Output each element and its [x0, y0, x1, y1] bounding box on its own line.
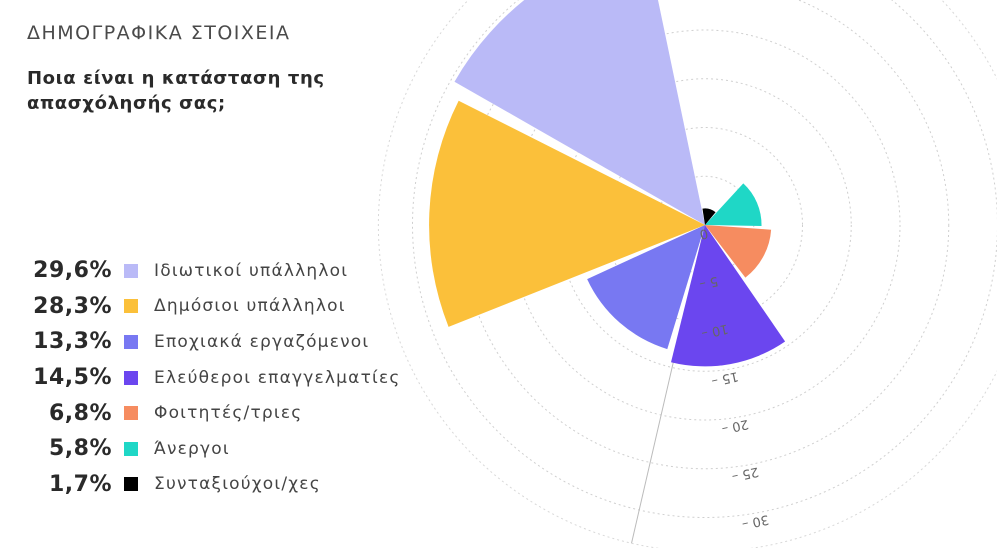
legend-percent: 28,3% — [33, 293, 112, 319]
wedge-2 — [429, 100, 705, 327]
legend-swatch — [124, 263, 138, 278]
legend-swatch — [124, 334, 138, 349]
legend-label: Δημόσιοι υπάλληλοι — [154, 296, 346, 317]
legend-label: Συνταξιούχοι/χες — [154, 474, 321, 495]
legend-label: Άνεργοι — [154, 438, 230, 459]
legend-swatch — [124, 406, 138, 421]
axis-tick-label: 5 – — [698, 273, 720, 292]
wedge-6 — [705, 183, 762, 227]
grid-ring — [377, 0, 997, 548]
legend-item: 13,3% Εποχιακά εργαζόμενοι — [20, 324, 401, 360]
legend-label: Φοιτητές/τριες — [154, 403, 303, 424]
legend-item: 6,8% Φοιτητές/τριες — [20, 395, 401, 431]
legend: 29,6% Ιδιωτικοί υπάλληλοι 28,3% Δημόσιοι… — [20, 253, 401, 502]
axis-tick-label: 15 – — [710, 368, 740, 388]
axis-tick-label: 20 – — [720, 416, 750, 436]
legend-item: 14,5% Ελεύθεροι επαγγελματίες — [20, 360, 401, 396]
axis-tick-labels: 0 5 – 10 – 15 – 20 – 25 – 30 – — [698, 225, 770, 531]
legend-percent: 14,5% — [33, 365, 112, 391]
legend-item: 5,8% Άνεργοι — [20, 431, 401, 467]
legend-label: Εποχιακά εργαζόμενοι — [154, 331, 370, 352]
axis-tick-label: 25 – — [730, 464, 760, 484]
question-title: Ποια είναι η κατάσταση της απασχόλησής σ… — [27, 68, 325, 114]
grid-ring — [509, 29, 901, 421]
wedge-7 — [702, 208, 716, 225]
legend-swatch — [124, 441, 138, 456]
legend-percent: 29,6% — [33, 258, 112, 284]
legend-label: Ιδιωτικοί υπάλληλοι — [154, 260, 349, 281]
legend-swatch — [124, 370, 138, 385]
legend-percent: 5,8% — [48, 436, 112, 462]
axis-tick-label: 10 – — [700, 320, 730, 340]
wedge-3 — [587, 225, 705, 350]
legend-swatch — [124, 477, 138, 492]
legend-item: 29,6% Ιδιωτικοί υπάλληλοι — [20, 253, 401, 289]
wedge-1 — [454, 0, 705, 225]
legend-item: 1,7% Συνταξιούχοι/χες — [20, 467, 401, 503]
wedges — [429, 0, 786, 367]
grid-ring — [558, 78, 852, 372]
legend-swatch — [124, 299, 138, 314]
section-kicker: ΔΗΜΟΓΡΑΦΙΚΑ ΣΤΟΙΧΕΙΑ — [27, 22, 291, 44]
wedge-4 — [671, 225, 786, 367]
wedge-5 — [705, 225, 772, 278]
legend-percent: 1,7% — [48, 471, 112, 497]
legend-item: 28,3% Δημόσιοι υπάλληλοι — [20, 289, 401, 325]
axis-tick-label: 30 – — [740, 511, 770, 531]
legend-percent: 13,3% — [33, 329, 112, 355]
legend-percent: 6,8% — [48, 400, 112, 426]
axis-tick-label: 0 — [698, 225, 709, 241]
legend-label: Ελεύθεροι επαγγελματίες — [154, 367, 401, 388]
